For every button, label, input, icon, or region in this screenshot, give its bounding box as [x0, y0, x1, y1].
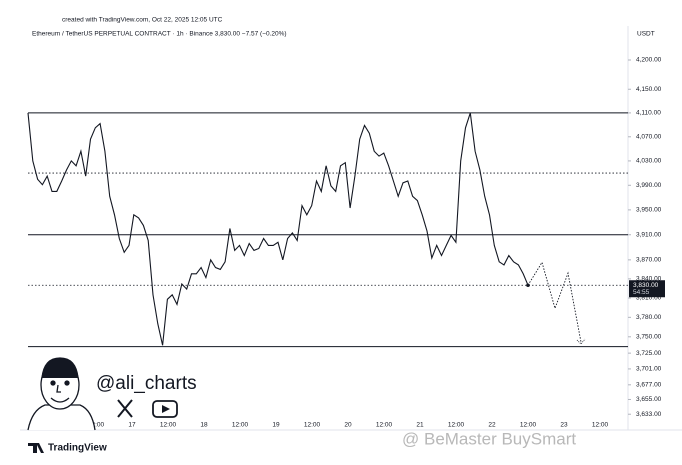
y-tick-label: 4,150.00 — [636, 86, 662, 93]
projection-line — [527, 261, 582, 343]
x-tick-label: 12:00 — [592, 422, 609, 429]
author-handle: @ali_charts — [96, 373, 197, 394]
x-tick-label: 20 — [344, 422, 352, 429]
y-tick-label: 3,725.00 — [636, 350, 662, 357]
x-tick-label: 19 — [272, 422, 280, 429]
x-tick-label: 12:00 — [160, 422, 177, 429]
currency: USDT — [637, 31, 655, 38]
y-tick-label: 4,200.00 — [636, 57, 662, 64]
x-tick-label: 12:00 — [376, 422, 393, 429]
brand-logo — [28, 443, 44, 453]
y-tick-label: 3,810.00 — [636, 295, 662, 302]
plot: 4,200.00 4,150.00 4,110.00 4,070.00 4,030.00… — [27, 57, 665, 429]
price-line — [27, 112, 529, 346]
chart-title: Ethereum / TetherUS PERPETUAL CONTRACT ·… — [32, 31, 287, 38]
y-tick-label: 3,780.00 — [636, 314, 662, 321]
price-label: 3,830.00 — [633, 282, 659, 289]
x-tick-label: 12:00 — [448, 422, 465, 429]
y-tick-label: 3,677.00 — [636, 382, 662, 389]
credit: created with TradingView.com, Oct 22, 20… — [62, 17, 223, 24]
watermark: @ BeMaster BuySmart — [402, 429, 576, 448]
x-tick-label: 12:00 — [304, 422, 321, 429]
y-tick-label: 3,910.00 — [636, 231, 662, 238]
x-tick-label: 12:00 — [520, 422, 537, 429]
y-tick-label: 3,655.00 — [636, 396, 662, 403]
y-tick-label: 3,870.00 — [636, 257, 662, 264]
avatar — [27, 357, 96, 431]
y-tick-label: 3,750.00 — [636, 334, 662, 341]
y-tick-label: 3,633.00 — [636, 411, 662, 418]
y-tick-label: 4,030.00 — [636, 158, 662, 165]
last-price-dot — [526, 283, 530, 288]
brand: TradingView — [48, 443, 107, 454]
x-tick-label: 12:00 — [88, 422, 105, 429]
price-label-box — [629, 280, 665, 298]
x-tick-label: 17 — [128, 422, 136, 429]
y-tick-label: 4,070.00 — [636, 134, 662, 141]
youtube-icon[interactable] — [152, 400, 178, 418]
y-tick-label: 3,701.00 — [636, 366, 662, 373]
x-tick-label: 23 — [560, 422, 568, 429]
x-tick-label: 22 — [488, 422, 496, 429]
x-tick-label: 12:00 — [232, 422, 249, 429]
y-tick-label: 4,110.00 — [636, 110, 661, 117]
price-countdown: 54:55 — [633, 289, 650, 296]
x-tick-label: 21 — [416, 422, 424, 429]
y-tick-label: 3,840.00 — [636, 276, 662, 283]
x-icon[interactable] — [117, 399, 133, 418]
x-tick-label: 18 — [200, 422, 208, 429]
y-tick-label: 3,950.00 — [636, 207, 662, 214]
y-tick-label: 3,990.00 — [636, 182, 662, 189]
